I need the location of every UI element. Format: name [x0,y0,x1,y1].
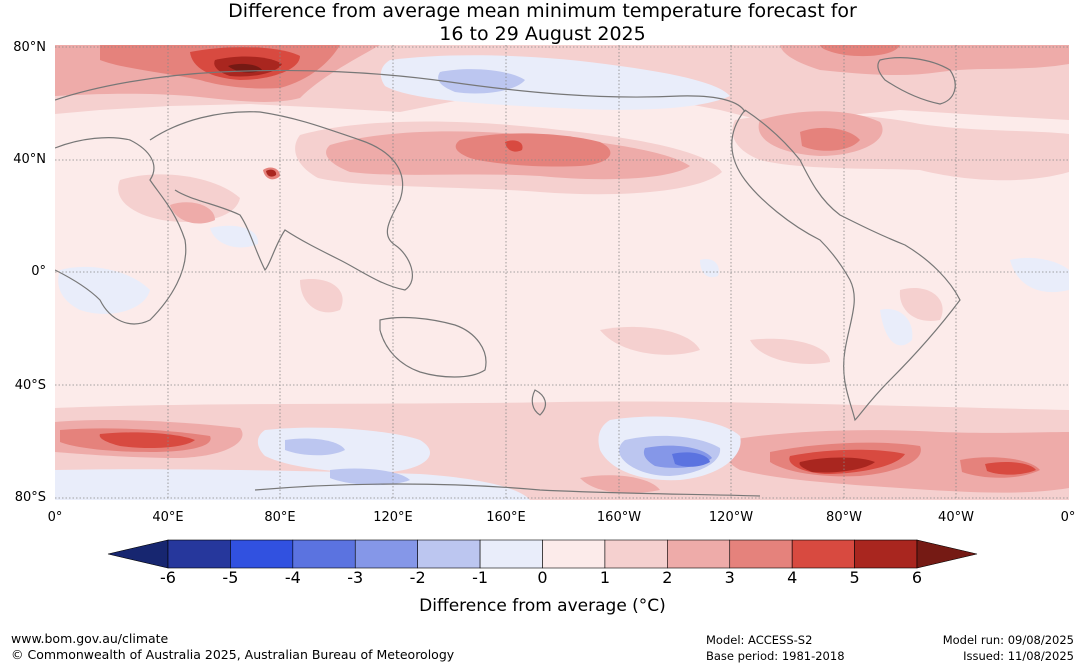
lat-label-80s: 80°S [14,490,46,505]
colorbar-tick-label: 2 [662,568,673,587]
colorbar-cell [479,539,543,569]
colorbar-title: Difference from average (°C) [419,596,666,616]
graticule [55,45,1069,500]
colorbar-tick-label: 4 [787,568,798,587]
lon-label-120w: 120°W [708,510,754,525]
footer-model: Model: ACCESS-S2 [706,633,813,647]
colorbar-cell [417,539,481,569]
colorbar-tick-label: 6 [911,568,923,587]
coastlines [55,57,961,497]
colorbar-tick-label: 5 [849,568,860,587]
colorbar [107,539,978,569]
anomaly-band-neg4-neg3 [672,452,710,467]
lon-label-40e: 40°E [152,510,184,525]
title-line-1: Difference from average mean minimum tem… [228,0,857,22]
footer-issued: Issued: 11/08/2025 [963,649,1074,663]
lon-label-80w: 80°W [826,510,862,525]
lat-label-0: 0° [31,264,46,279]
footer-base-period: Base period: 1981-2018 [706,649,845,663]
colorbar-tick-label: 0 [537,568,548,587]
colorbar-cell [542,539,606,569]
colorbar-cell [854,539,918,569]
colorbar-cell [292,539,356,569]
colorbar-cell [604,539,668,569]
footer-url: www.bom.gov.au/climate [11,631,169,646]
map-title: Difference from average mean minimum tem… [0,0,1085,46]
lon-label-160e: 160°E [486,510,526,525]
colorbar-tick-label: -2 [409,568,426,587]
colorbar-tick-label: -4 [284,568,301,587]
colorbar-cell [791,539,855,569]
colorbar-cell [230,539,294,569]
lon-label-0-right: 0° [1060,510,1076,525]
lat-label-40n: 40°N [13,152,46,167]
colorbar-cell [354,539,418,569]
colorbar-cell [729,539,793,569]
lon-label-120e: 120°E [373,510,413,525]
colorbar-tick-label: -6 [160,568,176,587]
footer-copyright: © Commonwealth of Australia 2025, Austra… [11,647,455,662]
footer-model-run: Model run: 09/08/2025 [942,633,1074,647]
colorbar-over-triangle [916,539,978,569]
colorbar-under-triangle [107,539,169,569]
colorbar-tick-label: -1 [472,568,489,587]
anomaly-field [55,45,1069,500]
colorbar-cells [167,539,918,569]
title-line-2: 16 to 29 August 2025 [439,23,646,45]
colorbar-cell [167,539,231,569]
colorbar-tick-label: -3 [347,568,364,587]
lon-label-0: 0° [47,510,63,525]
lon-label-160w: 160°W [596,510,642,525]
colorbar-cell [667,539,731,569]
colorbar-tick-label: 1 [599,568,610,587]
colorbar-tick-label: 3 [724,568,735,587]
lon-label-40w: 40°W [938,510,974,525]
lon-label-80e: 80°E [264,510,296,525]
lat-label-40s: 40°S [14,378,46,393]
colorbar-tick-label: -5 [222,568,239,587]
lat-label-80n: 80°N [13,40,46,55]
